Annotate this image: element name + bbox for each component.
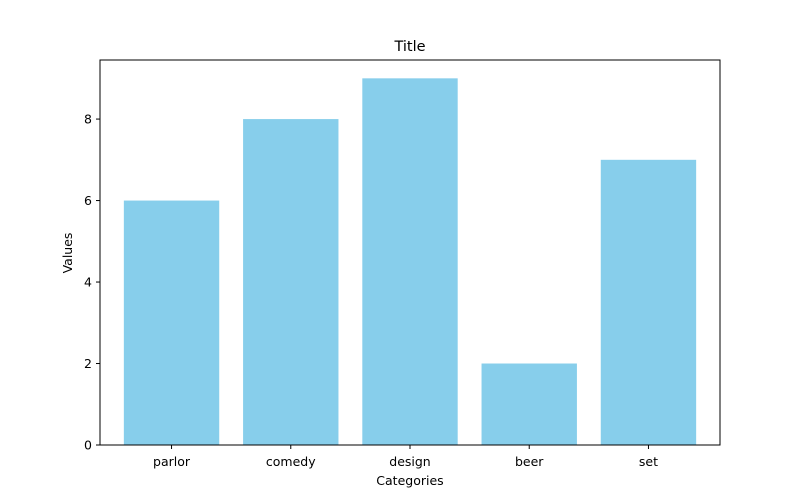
bar-beer xyxy=(481,363,577,445)
x-tick-label: beer xyxy=(515,454,544,469)
bar-parlor xyxy=(123,200,220,445)
y-axis-label: Values xyxy=(60,233,75,274)
x-tick-label: design xyxy=(389,454,430,469)
x-tick-label: parlor xyxy=(153,454,191,469)
x-tick-label: comedy xyxy=(266,454,316,469)
y-axis: 0 2 4 6 8 xyxy=(84,112,100,453)
x-tick-label: set xyxy=(639,454,658,469)
bar-design xyxy=(362,78,458,445)
y-tick-label: 0 xyxy=(84,438,92,453)
y-tick-label: 8 xyxy=(84,112,92,127)
x-axis-label: Categories xyxy=(376,473,443,488)
y-tick-label: 6 xyxy=(84,193,92,208)
bar-comedy xyxy=(243,119,339,446)
bars-layer xyxy=(123,78,697,446)
bar-set xyxy=(600,159,697,445)
x-axis: parlor comedy design beer set xyxy=(153,445,658,469)
chart-title: Title xyxy=(393,39,425,55)
y-tick-label: 4 xyxy=(84,275,92,290)
y-tick-label: 2 xyxy=(84,356,92,371)
